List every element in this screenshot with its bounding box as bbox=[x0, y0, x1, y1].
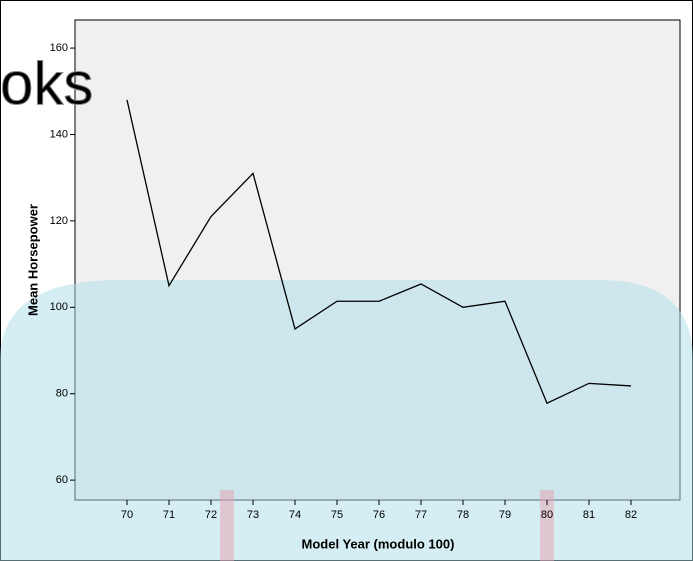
watermark-shape bbox=[0, 280, 693, 561]
x-tick-label: 79 bbox=[499, 509, 511, 521]
x-tick-label: 82 bbox=[625, 509, 637, 521]
y-axis-title: Mean Horsepower bbox=[25, 204, 40, 316]
x-tick-label: 78 bbox=[457, 509, 469, 521]
x-tick-label: 70 bbox=[121, 509, 133, 521]
y-tick-label: 100 bbox=[50, 301, 68, 313]
y-tick-label: 140 bbox=[50, 128, 68, 140]
watermark-shape bbox=[220, 490, 234, 561]
x-tick-label: 75 bbox=[331, 509, 343, 521]
y-tick-label: 80 bbox=[56, 388, 68, 400]
line bbox=[126, 99, 632, 405]
x-axis-title: Model Year (modulo 100) bbox=[302, 536, 455, 551]
x-tick-label: 72 bbox=[205, 509, 217, 521]
watermark-shape bbox=[540, 490, 554, 561]
x-tick-label: 81 bbox=[583, 509, 595, 521]
x-tick-label: 73 bbox=[247, 509, 259, 521]
x-tick-label: 76 bbox=[373, 509, 385, 521]
x-tick-label: 80 bbox=[541, 509, 553, 521]
x-tick-label: 77 bbox=[415, 509, 427, 521]
y-tick-label: 60 bbox=[56, 474, 68, 486]
watermark-text: oks bbox=[0, 50, 93, 117]
x-tick-label: 74 bbox=[289, 509, 301, 521]
x-tick-label: 71 bbox=[163, 509, 175, 521]
y-tick-label: 160 bbox=[50, 42, 68, 54]
y-tick-label: 120 bbox=[50, 215, 68, 227]
